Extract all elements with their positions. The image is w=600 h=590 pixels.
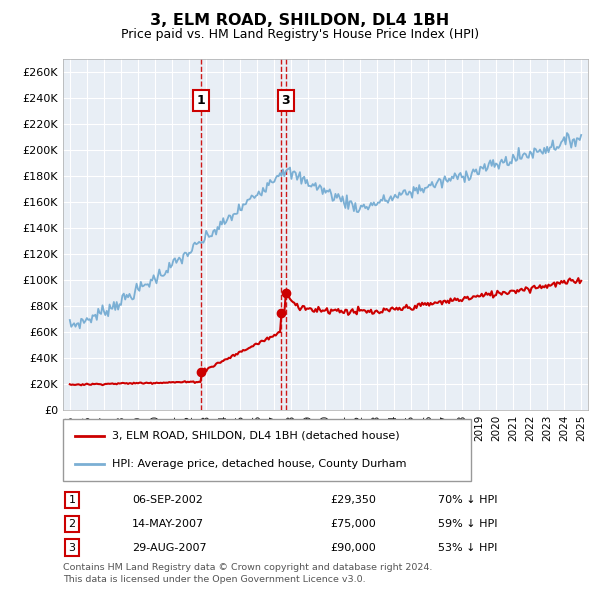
Text: 3: 3 [68,543,76,552]
Text: 1: 1 [68,496,76,505]
Text: 3, ELM ROAD, SHILDON, DL4 1BH: 3, ELM ROAD, SHILDON, DL4 1BH [151,13,449,28]
Text: 2: 2 [68,519,76,529]
Text: 3, ELM ROAD, SHILDON, DL4 1BH (detached house): 3, ELM ROAD, SHILDON, DL4 1BH (detached … [112,431,400,441]
Text: 59% ↓ HPI: 59% ↓ HPI [438,519,497,529]
Text: 06-SEP-2002: 06-SEP-2002 [132,496,203,505]
Text: Contains HM Land Registry data © Crown copyright and database right 2024.: Contains HM Land Registry data © Crown c… [63,563,433,572]
Text: £90,000: £90,000 [330,543,376,552]
Text: 70% ↓ HPI: 70% ↓ HPI [438,496,497,505]
Text: Price paid vs. HM Land Registry's House Price Index (HPI): Price paid vs. HM Land Registry's House … [121,28,479,41]
Text: 29-AUG-2007: 29-AUG-2007 [132,543,206,552]
Text: £29,350: £29,350 [330,496,376,505]
Text: 1: 1 [197,94,205,107]
Text: 53% ↓ HPI: 53% ↓ HPI [438,543,497,552]
Text: £75,000: £75,000 [330,519,376,529]
Text: This data is licensed under the Open Government Licence v3.0.: This data is licensed under the Open Gov… [63,575,365,584]
FancyBboxPatch shape [63,419,471,481]
Text: 3: 3 [281,94,290,107]
Text: 14-MAY-2007: 14-MAY-2007 [132,519,204,529]
Text: HPI: Average price, detached house, County Durham: HPI: Average price, detached house, Coun… [112,459,406,469]
